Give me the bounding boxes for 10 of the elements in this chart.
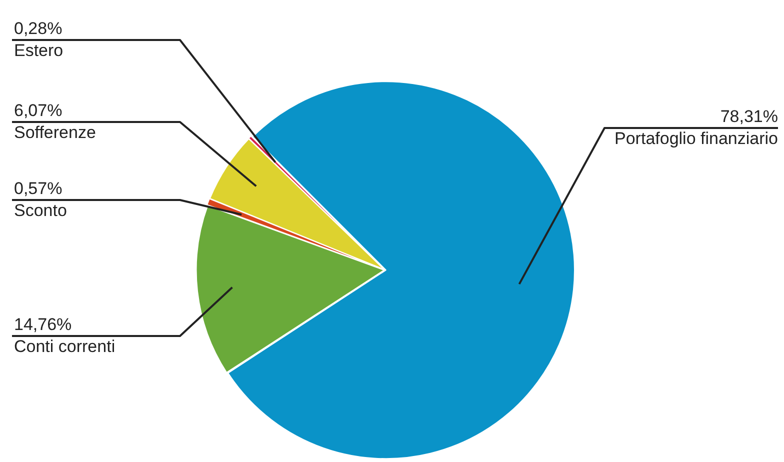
data-label: 0,57% — [14, 179, 62, 198]
slice-label: Portafoglio finanziario — [614, 129, 778, 148]
data-label: 0,28% — [14, 19, 62, 38]
slice-label: Conti correnti — [14, 337, 116, 356]
slice-label: Estero — [14, 41, 64, 60]
data-label: 78,31% — [720, 107, 778, 126]
slice-label: Sofferenze — [14, 123, 96, 142]
data-label: 6,07% — [14, 101, 62, 120]
data-label: 14,76% — [14, 315, 72, 334]
slice-label: Sconto — [14, 201, 67, 220]
